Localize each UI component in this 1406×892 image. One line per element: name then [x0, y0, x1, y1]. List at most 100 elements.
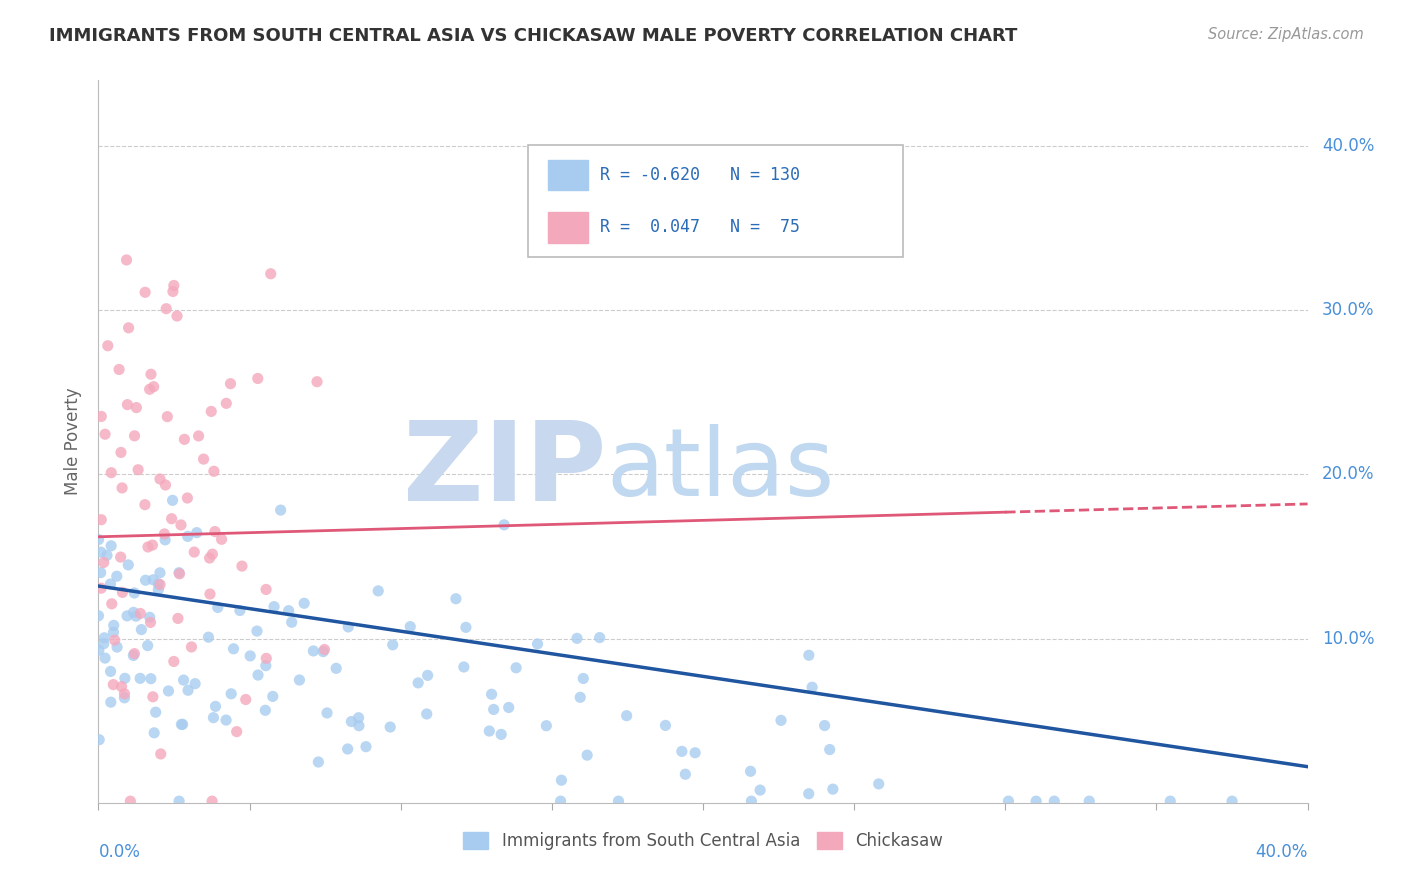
Point: [162, 493, 184, 508]
Point: [111, 585, 134, 599]
Point: [254, 651, 277, 665]
Point: [260, 267, 283, 281]
Point: [307, 755, 329, 769]
Point: [100, 577, 122, 591]
Point: [262, 690, 284, 704]
Point: [1025, 794, 1047, 808]
Point: [454, 620, 477, 634]
Point: [136, 540, 159, 554]
Point: [337, 620, 360, 634]
Point: [498, 700, 520, 714]
Point: [170, 717, 193, 731]
Point: [489, 727, 512, 741]
Point: [478, 724, 501, 739]
Text: R =  0.047   N =  75: R = 0.047 N = 75: [600, 219, 800, 236]
Point: [229, 603, 252, 617]
Point: [740, 794, 762, 808]
Point: [197, 630, 219, 644]
Point: [201, 794, 224, 808]
Point: [105, 569, 128, 583]
Point: [505, 661, 527, 675]
FancyBboxPatch shape: [527, 145, 903, 257]
Point: [160, 512, 183, 526]
Point: [163, 278, 186, 293]
Point: [254, 703, 277, 717]
Point: [149, 747, 172, 761]
Point: [149, 577, 172, 591]
Point: [93, 637, 115, 651]
Point: [607, 794, 630, 808]
Point: [89, 732, 111, 747]
Point: [114, 690, 136, 705]
Point: [108, 362, 131, 376]
Point: [110, 680, 132, 694]
Point: [305, 375, 328, 389]
Point: [239, 648, 262, 663]
Y-axis label: Male Poverty: Male Poverty: [65, 388, 83, 495]
Point: [536, 719, 558, 733]
Point: [143, 726, 166, 740]
Point: [129, 607, 152, 621]
Point: [135, 573, 157, 587]
Point: [222, 641, 245, 656]
Point: [177, 529, 200, 543]
Point: [105, 640, 128, 654]
Point: [90, 545, 112, 559]
Point: [93, 556, 115, 570]
Point: [246, 624, 269, 638]
Point: [122, 606, 145, 620]
Point: [207, 600, 229, 615]
Point: [673, 767, 696, 781]
Point: [813, 718, 835, 732]
Point: [139, 368, 162, 382]
Point: [336, 742, 359, 756]
Point: [115, 252, 138, 267]
Point: [494, 517, 516, 532]
Point: [186, 525, 208, 540]
Text: 40.0%: 40.0%: [1322, 137, 1375, 155]
Text: 10.0%: 10.0%: [1322, 630, 1375, 648]
Bar: [548, 212, 588, 243]
Point: [325, 661, 347, 675]
Point: [148, 576, 170, 591]
Point: [136, 639, 159, 653]
Point: [247, 668, 270, 682]
Point: [225, 724, 247, 739]
Point: [997, 794, 1019, 808]
Point: [115, 608, 138, 623]
Point: [139, 672, 162, 686]
Point: [347, 719, 370, 733]
Point: [193, 452, 215, 467]
Point: [868, 777, 890, 791]
Point: [797, 648, 820, 663]
Point: [201, 547, 224, 561]
Point: [1159, 794, 1181, 808]
Point: [90, 409, 112, 424]
Point: [120, 794, 142, 808]
Point: [312, 645, 335, 659]
Point: [270, 503, 292, 517]
Text: R = -0.620   N = 130: R = -0.620 N = 130: [600, 166, 800, 184]
Point: [153, 527, 176, 541]
Point: [821, 782, 844, 797]
Point: [416, 706, 439, 721]
Point: [589, 631, 612, 645]
Point: [204, 699, 226, 714]
Point: [96, 549, 118, 563]
Point: [565, 632, 588, 646]
Point: [111, 481, 134, 495]
Point: [117, 398, 139, 412]
Point: [173, 673, 195, 687]
Point: [302, 644, 325, 658]
Point: [114, 671, 136, 685]
Point: [103, 678, 125, 692]
Point: [139, 615, 162, 630]
Point: [129, 671, 152, 685]
Point: [354, 739, 377, 754]
Point: [173, 433, 195, 447]
Point: [167, 611, 190, 625]
Point: [90, 581, 112, 595]
Point: [482, 702, 505, 716]
Point: [280, 615, 302, 630]
Text: 20.0%: 20.0%: [1322, 466, 1375, 483]
